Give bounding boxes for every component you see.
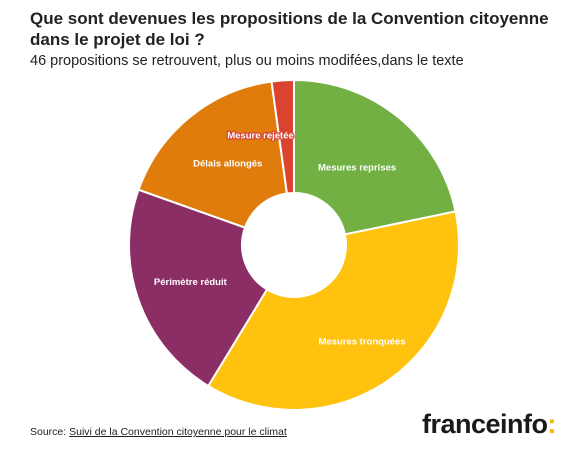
- slice-label-4: Délais allongés: [193, 159, 262, 170]
- donut-labels: Mesures reprises Mesures tronquées Périmèt…: [154, 129, 406, 347]
- slice-label-3: Périmètre réduit: [154, 277, 228, 288]
- slice-1: [293, 78, 457, 236]
- donut-slices: [128, 78, 460, 411]
- slice-5: [270, 78, 295, 195]
- slice-label-1: Mesures reprises: [318, 162, 396, 173]
- brand-name: franceinfo: [422, 409, 548, 439]
- source-link[interactable]: Suivi de la Convention citoyenne pour le…: [69, 426, 287, 438]
- franceinfo-logo: franceinfo:: [422, 409, 557, 440]
- slice-label-2: Mesures tronquées: [318, 336, 405, 347]
- slice-label-5: Mesure rejetée: [227, 130, 294, 141]
- source-prefix: Source:: [30, 426, 70, 438]
- chart-title: Que sont devenues les propositions de la…: [30, 9, 549, 49]
- slice-4: [137, 80, 289, 229]
- slice-3: [128, 188, 269, 388]
- brand-colon: :: [547, 409, 557, 439]
- source-line: Source: Suivi de la Convention citoyenne…: [30, 426, 287, 438]
- chart-subtitle: 46 propositions se retrouvent, plus ou m…: [30, 53, 464, 69]
- slice-2: [206, 210, 460, 411]
